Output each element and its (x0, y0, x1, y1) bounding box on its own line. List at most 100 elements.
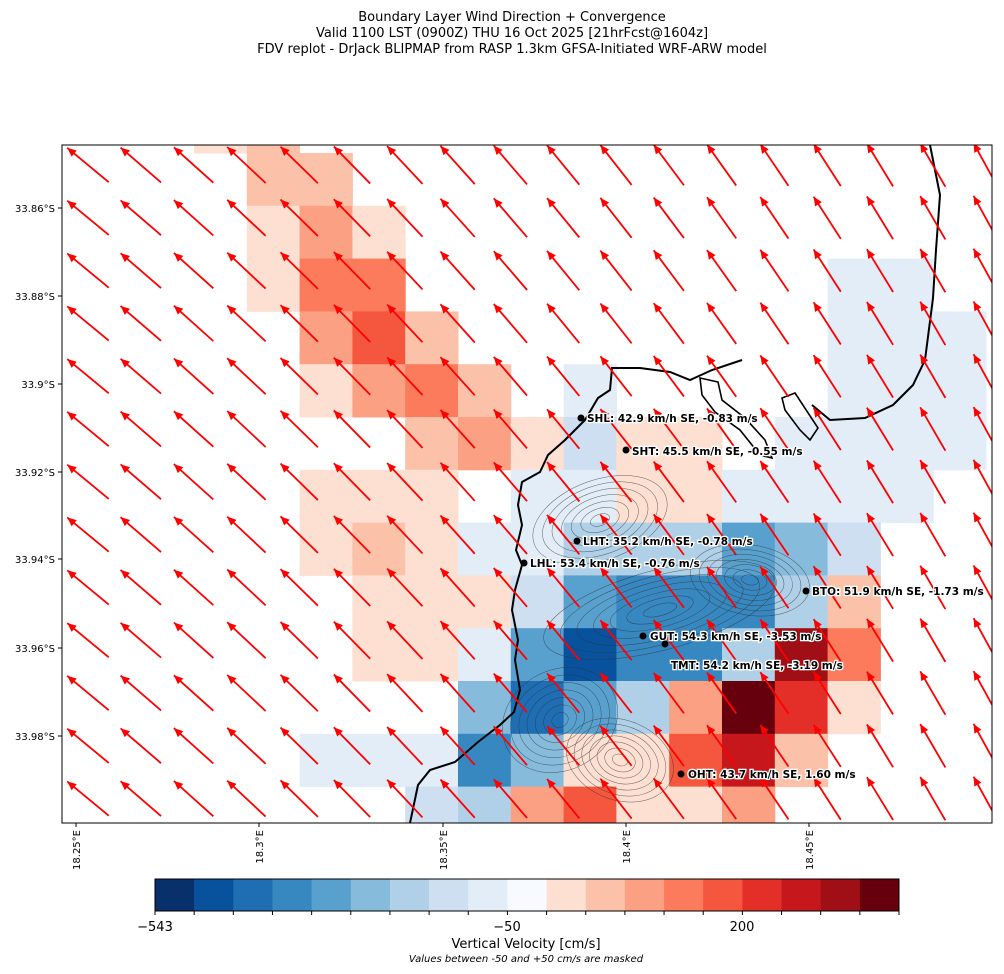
wind-arrow (920, 145, 947, 188)
contour-line (543, 560, 777, 660)
wind-arrow (226, 463, 267, 501)
y-axis: 33.86°S 33.88°S 33.9°S 33.92°S 33.94°S 33.96°… (15, 204, 62, 743)
colorbar-segment (624, 879, 665, 911)
wind-arrow (439, 726, 476, 766)
colorbar-note: Values between -50 and +50 cm/s are mask… (409, 954, 644, 965)
wind-arrow (119, 463, 162, 500)
wind-arrow (706, 355, 737, 398)
wind-arrow (333, 621, 371, 660)
wind-arrow (493, 725, 528, 766)
wind-arrow (760, 831, 788, 873)
wind-arrow (972, 195, 992, 232)
colorbar-segment (155, 879, 195, 911)
wind-arrow (706, 724, 737, 767)
wind-arrow (493, 461, 528, 502)
wind-arrow (652, 302, 685, 345)
velocity-cell (669, 628, 723, 682)
wind-arrow (226, 410, 267, 448)
wind-arrow (599, 725, 633, 767)
contour-line (502, 667, 618, 773)
wind-arrow (652, 249, 685, 292)
contour-line (518, 682, 602, 758)
velocity-cell (352, 205, 406, 260)
colorbar-tick-label: −543 (137, 920, 173, 935)
contour-line (566, 717, 674, 803)
wind-arrow (66, 199, 110, 236)
velocity-cell (352, 575, 406, 629)
wind-arrow (599, 302, 633, 344)
wind-arrow (119, 780, 162, 817)
velocity-cell (405, 628, 459, 682)
wind-arrow (866, 145, 894, 187)
wind-arrow (759, 460, 790, 504)
wind-arrow (706, 777, 737, 820)
velocity-cell (405, 417, 459, 471)
contour-line (510, 674, 610, 766)
x-tick-label: 18.3°E (255, 830, 266, 864)
wind-arrow (173, 569, 214, 606)
wind-arrow (119, 410, 162, 448)
y-tick-label: 33.88°S (15, 292, 55, 303)
wind-arrow (226, 357, 267, 395)
wind-arrow (173, 727, 214, 765)
wind-arrow (919, 248, 947, 293)
wind-arrow (226, 621, 267, 659)
wind-arrow (652, 513, 685, 556)
wind-arrow (493, 145, 528, 185)
wind-arrow (493, 197, 528, 238)
contour-line (715, 559, 785, 601)
velocity-cell (563, 786, 617, 823)
wind-arrow (546, 355, 581, 397)
wind-arrow (333, 568, 371, 607)
contour-line (580, 507, 620, 533)
wind-arrow (706, 196, 737, 239)
wind-arrow (334, 833, 370, 870)
wind-arrow (972, 617, 992, 654)
wind-arrow (599, 197, 633, 239)
wind-arrow (333, 409, 371, 449)
velocity-cell (194, 145, 248, 154)
wind-arrow (866, 195, 894, 240)
title-line-2: Valid 1100 LST (0900Z) THU 16 Oct 2025 [… (316, 26, 708, 41)
wind-arrow (279, 462, 319, 501)
colorbar-frame (154, 878, 900, 912)
wind-arrow (333, 198, 371, 237)
wind-arrow (279, 621, 319, 660)
velocity-cell (722, 786, 776, 823)
wind-arrow (546, 672, 581, 714)
wind-arrow (599, 145, 633, 186)
wind-arrow (493, 303, 528, 344)
wind-arrow (919, 301, 947, 346)
wind-arrow (66, 411, 110, 447)
wind-arrow (226, 146, 267, 184)
wind-arrow (279, 410, 319, 448)
contour-line (589, 735, 651, 785)
wind-arrow (119, 146, 162, 184)
station-marker: LHL: 53.4 km/h SE, -0.76 m/s (520, 557, 701, 571)
wind-arrow (972, 406, 992, 443)
wind-arrow (494, 832, 527, 871)
wind-arrow (972, 723, 992, 760)
wind-arrow (919, 406, 947, 452)
velocity-cell (669, 786, 723, 823)
wind-arrow (866, 354, 894, 399)
y-tick-label: 33.92°S (15, 468, 55, 479)
contour-line (724, 564, 776, 596)
wind-arrow (546, 197, 581, 239)
wind-arrow (119, 305, 162, 342)
wind-arrow (173, 199, 214, 237)
wind-arrow (387, 833, 422, 871)
colorbar (154, 878, 900, 915)
x-tick-label: 18.25°E (72, 830, 83, 870)
wind-arrow (439, 514, 476, 555)
velocity-cell (246, 145, 301, 154)
wind-arrow (173, 674, 214, 712)
contour-line (542, 481, 658, 559)
wind-arrow (759, 618, 790, 662)
wind-arrow (652, 460, 685, 503)
colorbar-segment (820, 879, 861, 911)
station-marker: TMT: 54.2 km/h SE, -3.19 m/s (661, 640, 844, 673)
contour-line (741, 574, 759, 586)
wind-arrow (493, 514, 528, 555)
wind-arrow (333, 515, 371, 554)
